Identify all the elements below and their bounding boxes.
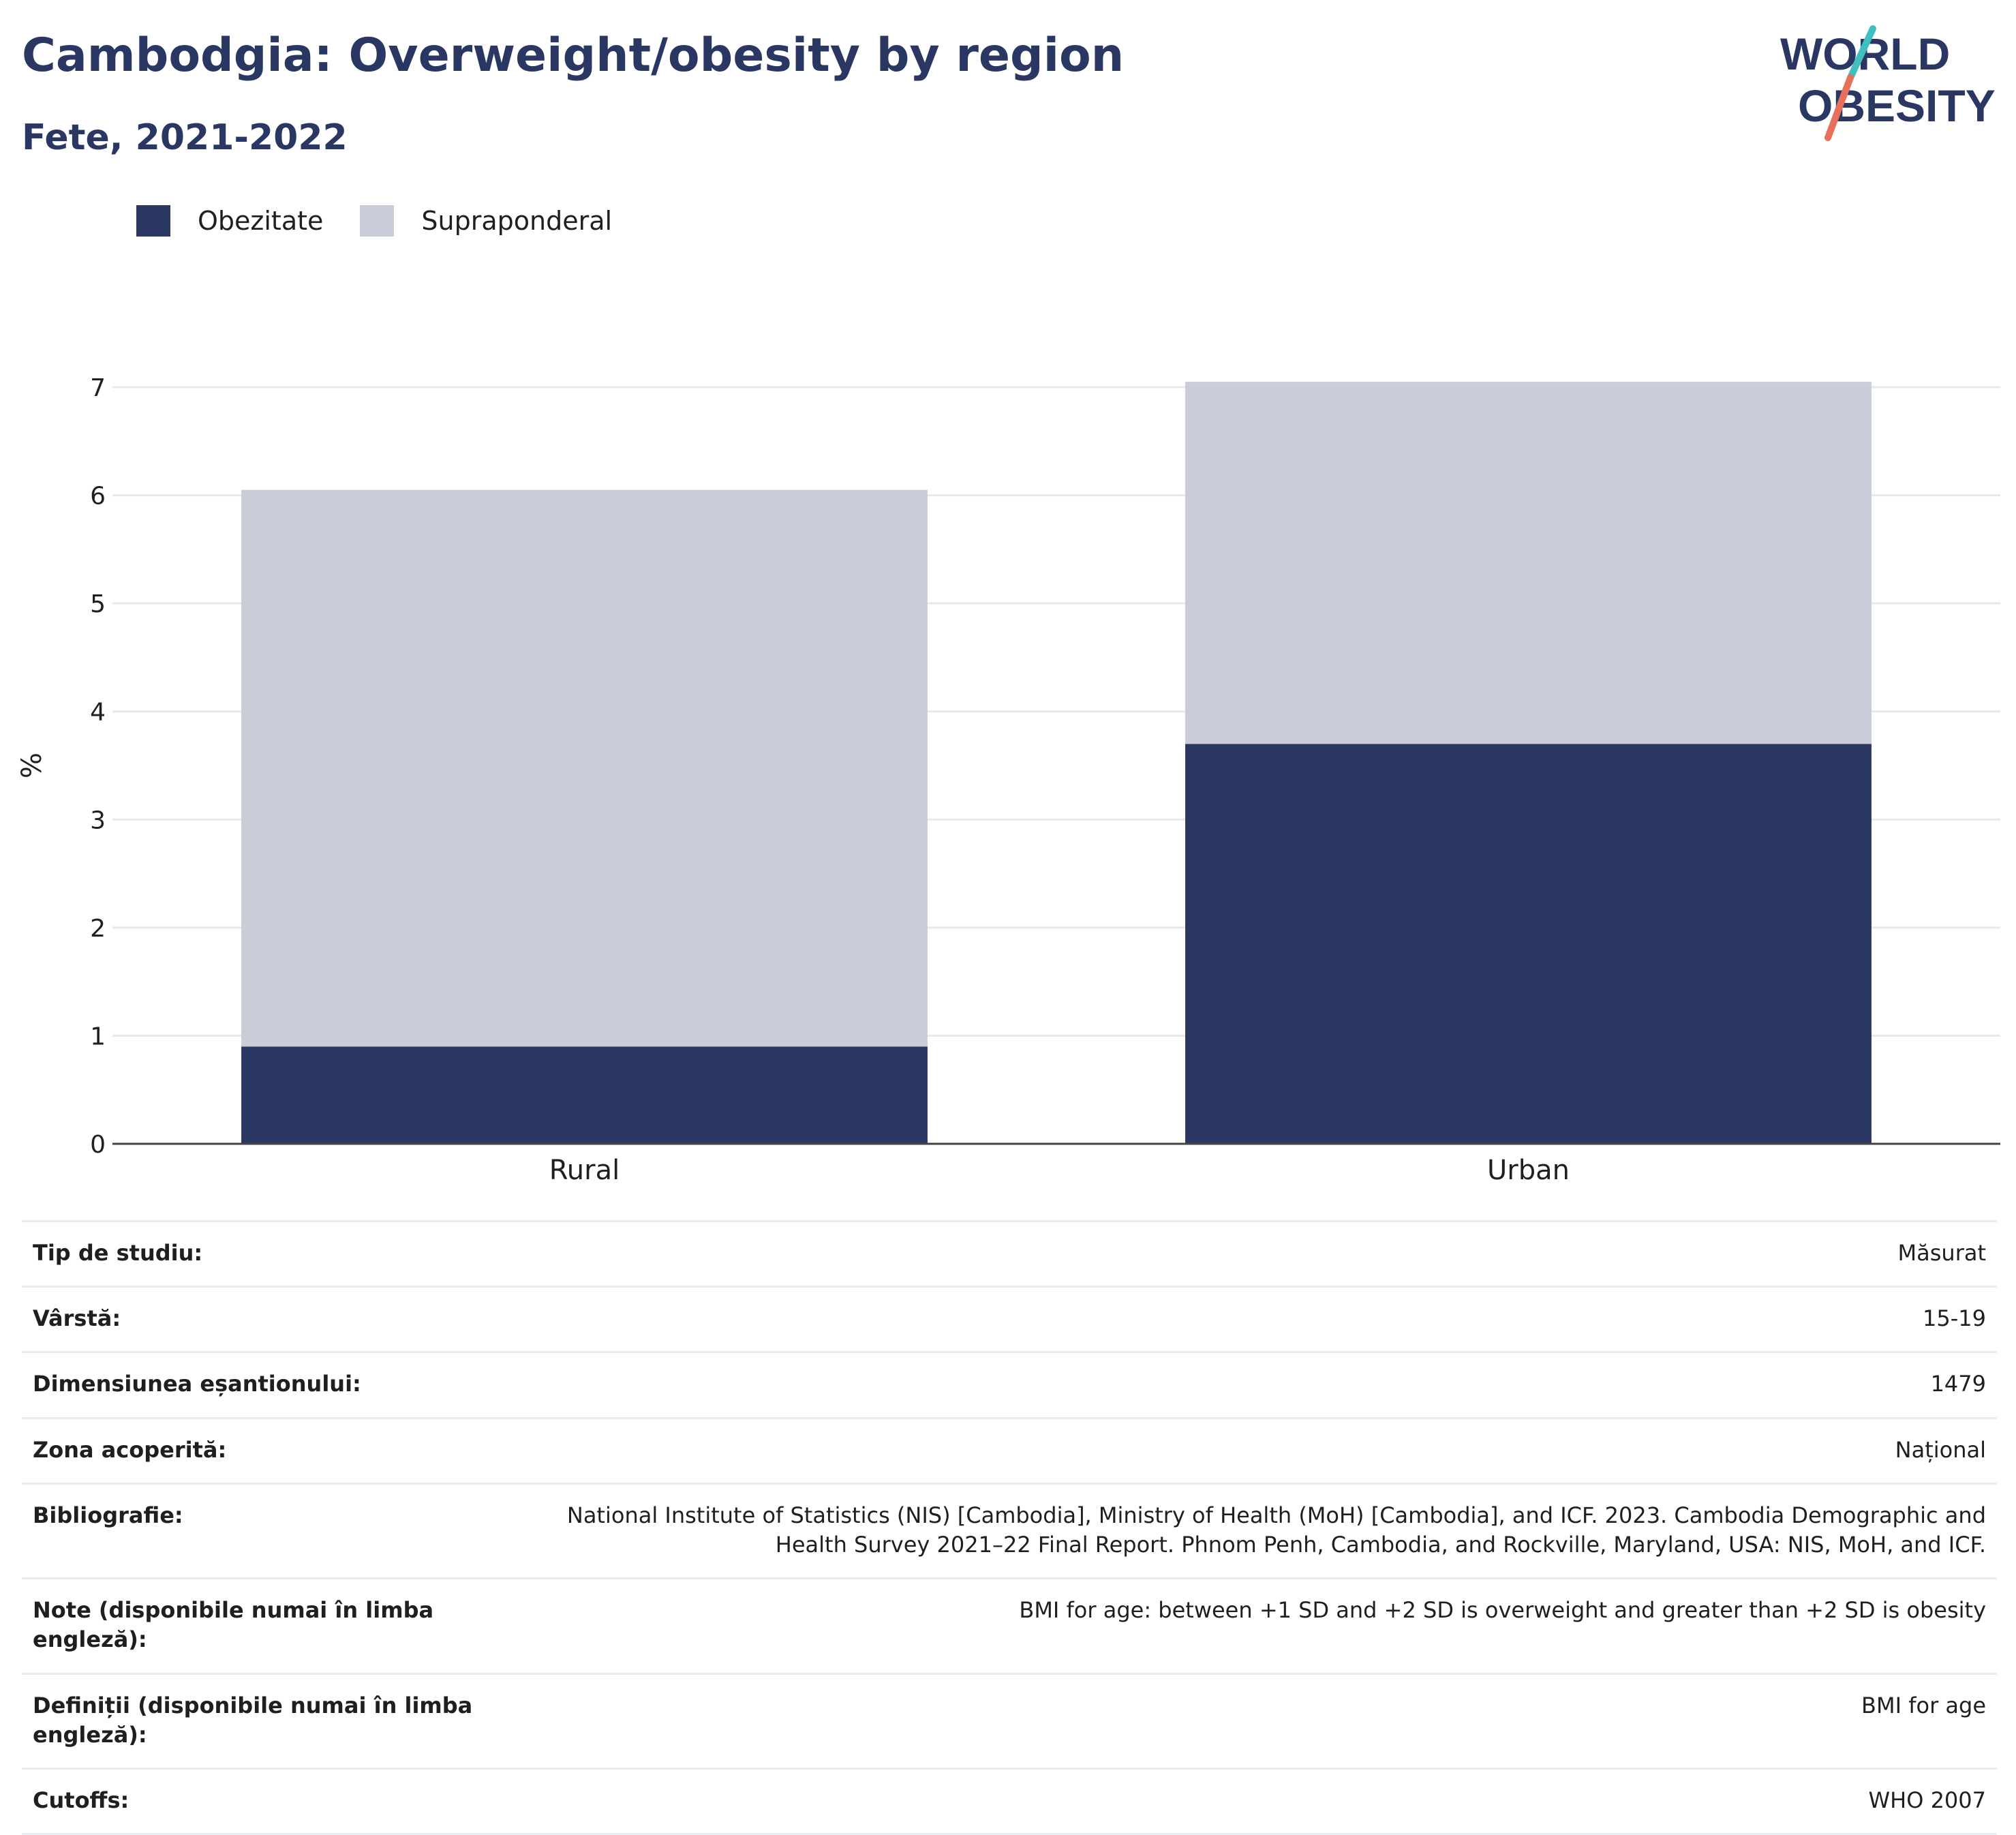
- details-value: BMI for age: between +1 SD and +2 SD is …: [1019, 1597, 1986, 1624]
- y-tick-label: 2: [90, 915, 106, 943]
- details-label: Vârstă:: [33, 1305, 121, 1332]
- y-tick-label: 1: [90, 1022, 106, 1050]
- page-title: Cambodgia: Overweight/obesity by region: [22, 29, 1125, 82]
- y-tick-label: 7: [90, 374, 106, 402]
- details-value: Național: [1895, 1436, 1986, 1463]
- details-row: Note (disponibile numai în limba engleză…: [22, 1578, 1997, 1673]
- bar-obezitate-rural: [241, 1046, 928, 1144]
- legend-label-obezitate: Obezitate: [198, 206, 324, 236]
- legend-label-supraponderal: Supraponderal: [421, 206, 613, 236]
- details-row: Definiții (disponibile numai în limba en…: [22, 1673, 1997, 1768]
- details-label: Zona acoperită:: [33, 1436, 227, 1463]
- details-label: Definiții (disponibile numai în limba en…: [33, 1692, 473, 1748]
- bar-supraponderal-rural: [241, 489, 928, 1047]
- details-row: Tip de studiu: Măsurat: [22, 1221, 1997, 1287]
- x-tick-label: Rural: [549, 1155, 620, 1186]
- y-tick-label: 4: [90, 699, 106, 727]
- details-row: Bibliografie: National Institute of Stati…: [22, 1483, 1997, 1578]
- details-row: Cutoffs: WHO 2007: [22, 1768, 1997, 1834]
- details-label: Bibliografie:: [33, 1502, 183, 1528]
- details-row: Zona acoperită: Național: [22, 1418, 1997, 1483]
- details-value: National Institute of Statistics (NIS) […: [566, 1502, 1986, 1558]
- logo-line-2: OBESITY: [1798, 80, 1996, 131]
- details-row: Vârstă: 15-19: [22, 1286, 1997, 1352]
- y-tick-label: 5: [90, 590, 106, 618]
- y-tick-label: 3: [90, 806, 106, 834]
- y-tick-label: 6: [90, 483, 106, 511]
- chart-legend: Obezitate Supraponderal: [136, 202, 649, 240]
- bar-supraponderal-urban: [1185, 382, 1872, 744]
- stacked-bar-chart: 0 1 2 3 4 5 6 7% Rural Urban: [16, 374, 2000, 1186]
- bar-obezitate-urban: [1185, 744, 1872, 1144]
- page-subtitle: Fete, 2021-2022: [22, 117, 348, 158]
- world-obesity-logo: WORLD OBESITY: [1780, 25, 1996, 141]
- x-tick-label: Urban: [1487, 1155, 1570, 1186]
- logo-coral-slash: [1824, 74, 1854, 141]
- details-value: WHO 2007: [1868, 1787, 1987, 1813]
- logo-teal-slash: [1847, 25, 1876, 81]
- details-value: 1479: [1930, 1371, 1986, 1397]
- logo-line-1: WORLD: [1780, 29, 1950, 79]
- details-value: BMI for age: [1861, 1692, 1986, 1718]
- details-row: Dimensiunea eșantionului: 1479: [22, 1352, 1997, 1418]
- legend-swatch-obezitate: [136, 205, 170, 237]
- y-tick-label: 0: [90, 1131, 106, 1159]
- details-value: 15-19: [1923, 1305, 1986, 1332]
- details-label: Dimensiunea eșantionului:: [33, 1371, 361, 1397]
- legend-item-supraponderal[interactable]: Supraponderal: [360, 205, 612, 237]
- details-label: Tip de studiu:: [33, 1240, 203, 1266]
- details-label: Cutoffs:: [33, 1787, 129, 1813]
- details-value: Măsurat: [1897, 1240, 1986, 1266]
- y-axis-label: %: [16, 753, 48, 778]
- legend-swatch-supraponderal: [360, 205, 395, 237]
- details-label: Note (disponibile numai în limba engleză…: [33, 1597, 434, 1653]
- legend-item-obezitate[interactable]: Obezitate: [136, 205, 323, 237]
- details-table: Tip de studiu: Măsurat Vârstă: 15-19 Dimensi…: [22, 1220, 1997, 1835]
